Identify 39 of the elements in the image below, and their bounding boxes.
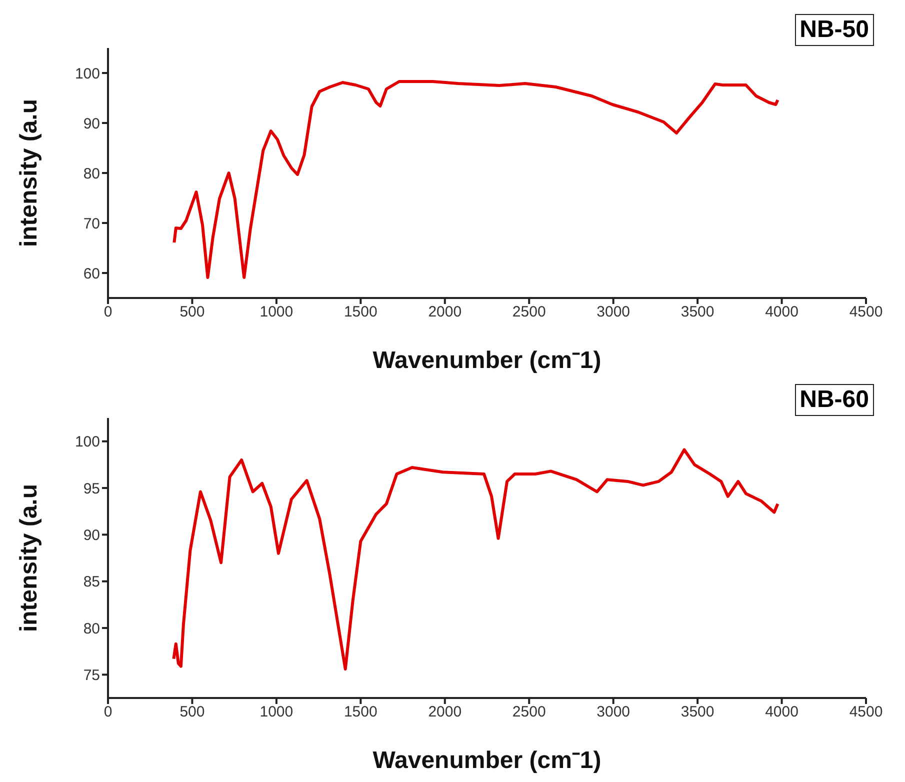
y-tick-label: 85 <box>83 574 100 591</box>
y-axis-title: intensity (a.u <box>16 98 43 248</box>
y-axis-title: intensity (a.u <box>16 484 43 632</box>
y-tick-label: 80 <box>83 620 100 638</box>
y-tick-label: 100 <box>74 434 100 451</box>
y-tick-label: 100 <box>74 65 100 82</box>
chart-title: NB-50 <box>794 14 874 46</box>
x-tick-label: 2000 <box>428 704 462 721</box>
x-tick-label: 0 <box>104 704 112 721</box>
y-tick-label: 90 <box>83 526 100 544</box>
x-tick-label: 4500 <box>849 704 883 721</box>
line-series <box>172 448 780 671</box>
y-tick-label: 95 <box>83 480 100 498</box>
line-series <box>172 80 780 279</box>
x-axis-title: Wavenumber (cm⁻1) <box>372 747 602 774</box>
x-tick-label: 1000 <box>260 304 294 321</box>
y-tick-label: 70 <box>83 215 100 232</box>
y-tick-label: 80 <box>83 165 100 182</box>
x-tick-label: 500 <box>180 704 205 721</box>
x-tick-label: 3000 <box>596 304 630 321</box>
x-tick-label: 1000 <box>260 704 294 721</box>
x-tick-label: 3500 <box>680 304 714 321</box>
y-tick-label: 60 <box>83 265 100 282</box>
x-tick-label: 1500 <box>344 304 378 321</box>
x-axis-title: Wavenumber (cm⁻1) <box>372 347 602 374</box>
x-tick-label: 2500 <box>512 304 546 321</box>
x-tick-label: 2000 <box>428 304 462 321</box>
x-tick-label: 4000 <box>765 704 798 721</box>
x-tick-label: 500 <box>180 304 205 321</box>
x-tick-label: 4500 <box>849 304 883 321</box>
x-tick-label: 4000 <box>765 304 798 321</box>
chart-title: NB-60 <box>794 384 874 416</box>
x-tick-label: 3000 <box>596 704 630 721</box>
x-tick-label: 3500 <box>680 704 714 721</box>
x-tick-label: 2500 <box>512 704 546 721</box>
y-tick-label: 75 <box>83 666 100 684</box>
x-tick-label: 1500 <box>344 704 378 721</box>
x-tick-label: 0 <box>104 304 112 321</box>
y-tick-label: 90 <box>83 115 100 132</box>
